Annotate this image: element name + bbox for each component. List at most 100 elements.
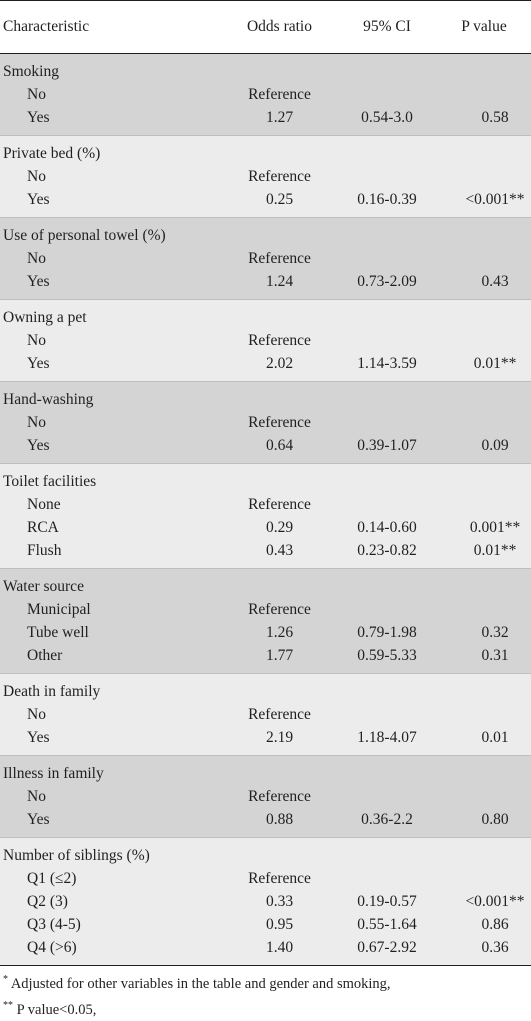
level-label: Q3 (4-5) (0, 913, 222, 936)
odds-ratio-value: Reference (222, 785, 337, 808)
table-row: No Reference (0, 83, 531, 106)
footnote-significance: ** P value<0.05, (3, 995, 528, 1021)
odds-ratio-value: 1.26 (222, 621, 337, 644)
p-value (437, 165, 531, 188)
ci-value: 0.73-2.09 (337, 270, 437, 300)
odds-ratio-value: Reference (222, 329, 337, 352)
p-value: <0.001** (437, 890, 531, 913)
p-value (437, 411, 531, 434)
ci-value (337, 785, 437, 808)
ci-value: 0.79-1.98 (337, 621, 437, 644)
level-label: Tube well (0, 621, 222, 644)
p-value: 0.80 (437, 808, 531, 838)
odds-ratio-value: 1.27 (222, 106, 337, 136)
table-header: Characteristic Odds ratio 95% CI P value (0, 0, 531, 54)
table-row: No Reference (0, 165, 531, 188)
odds-ratio-value: Reference (222, 867, 337, 890)
table-row: No Reference (0, 411, 531, 434)
table-row: Yes 2.19 1.18-4.07 0.01 (0, 726, 531, 756)
odds-ratio-value: Reference (222, 83, 337, 106)
odds-ratio-value: 0.33 (222, 890, 337, 913)
ci-value: 0.39-1.07 (337, 434, 437, 464)
odds-ratio-value: 1.40 (222, 936, 337, 965)
header-characteristic: Characteristic (0, 0, 222, 54)
p-value (437, 867, 531, 890)
ci-value (337, 703, 437, 726)
odds-ratio-value: 2.02 (222, 352, 337, 382)
group-header-row: Use of personal towel (%) (0, 217, 531, 247)
table-body: Smoking No Reference Yes 1.27 0.54-3.0 0.58 Pri… (0, 53, 531, 965)
group-header-row: Private bed (%) (0, 135, 531, 165)
table-row: Yes 2.02 1.14-3.59 0.01** (0, 352, 531, 382)
table-row: No Reference (0, 785, 531, 808)
level-label: No (0, 411, 222, 434)
p-value: 0.31 (437, 644, 531, 674)
group-title: Death in family (0, 673, 531, 703)
header-odds-ratio: Odds ratio (222, 0, 337, 54)
table-row: RCA 0.29 0.14-0.60 0.001** (0, 516, 531, 539)
table-row: None Reference (0, 493, 531, 516)
table-row: Yes 0.88 0.36-2.2 0.80 (0, 808, 531, 838)
level-label: Other (0, 644, 222, 674)
level-label: Yes (0, 434, 222, 464)
level-label: Yes (0, 808, 222, 838)
odds-ratio-value: Reference (222, 598, 337, 621)
group-title: Use of personal towel (%) (0, 217, 531, 247)
table-row: Q1 (≤2) Reference (0, 867, 531, 890)
table-row: Other 1.77 0.59-5.33 0.31 (0, 644, 531, 674)
ci-value: 0.59-5.33 (337, 644, 437, 674)
odds-ratio-value: 0.25 (222, 188, 337, 218)
odds-ratio-value: Reference (222, 165, 337, 188)
group-title: Owning a pet (0, 299, 531, 329)
p-value: <0.001** (437, 188, 531, 218)
level-label: No (0, 785, 222, 808)
group-title: Water source (0, 568, 531, 598)
ci-value (337, 493, 437, 516)
p-value (437, 703, 531, 726)
p-value: 0.01** (437, 352, 531, 382)
odds-ratio-value: 0.29 (222, 516, 337, 539)
group-title: Illness in family (0, 755, 531, 785)
group-header-row: Toilet facilities (0, 463, 531, 493)
p-value: 0.32 (437, 621, 531, 644)
table-row: Municipal Reference (0, 598, 531, 621)
odds-ratio-table: Characteristic Odds ratio 95% CI P value… (0, 0, 531, 965)
table-row: Yes 1.27 0.54-3.0 0.58 (0, 106, 531, 136)
level-label: Q4 (>6) (0, 936, 222, 965)
group-header-row: Illness in family (0, 755, 531, 785)
odds-ratio-value: 2.19 (222, 726, 337, 756)
table-row: Yes 1.24 0.73-2.09 0.43 (0, 270, 531, 300)
table-row: No Reference (0, 247, 531, 270)
level-label: Yes (0, 106, 222, 136)
ci-value (337, 83, 437, 106)
group-header-row: Hand-washing (0, 381, 531, 411)
level-label: Q2 (3) (0, 890, 222, 913)
group-header-row: Number of siblings (%) (0, 837, 531, 867)
odds-ratio-value: Reference (222, 411, 337, 434)
group-title: Private bed (%) (0, 135, 531, 165)
group-title: Hand-washing (0, 381, 531, 411)
p-value: 0.36 (437, 936, 531, 965)
footnote-2-text: P value<0.05, (13, 1001, 97, 1018)
level-label: Yes (0, 726, 222, 756)
level-label: Yes (0, 352, 222, 382)
footnote-1-mark: * (3, 974, 8, 985)
odds-ratio-value: Reference (222, 703, 337, 726)
level-label: None (0, 493, 222, 516)
ci-value: 0.19-0.57 (337, 890, 437, 913)
level-label: No (0, 247, 222, 270)
p-value: 0.01** (437, 539, 531, 569)
p-value: 0.09 (437, 434, 531, 464)
p-value: 0.01 (437, 726, 531, 756)
level-label: Flush (0, 539, 222, 569)
ci-value: 0.16-0.39 (337, 188, 437, 218)
level-label: No (0, 703, 222, 726)
ci-value: 0.54-3.0 (337, 106, 437, 136)
odds-ratio-value: 0.88 (222, 808, 337, 838)
ci-value: 0.55-1.64 (337, 913, 437, 936)
header-p-value: P value (437, 0, 531, 54)
table-row: Q3 (4-5) 0.95 0.55-1.64 0.86 (0, 913, 531, 936)
ci-value: 1.14-3.59 (337, 352, 437, 382)
table-footnotes: * Adjusted for other variables in the ta… (0, 965, 531, 1021)
ci-value: 1.18-4.07 (337, 726, 437, 756)
